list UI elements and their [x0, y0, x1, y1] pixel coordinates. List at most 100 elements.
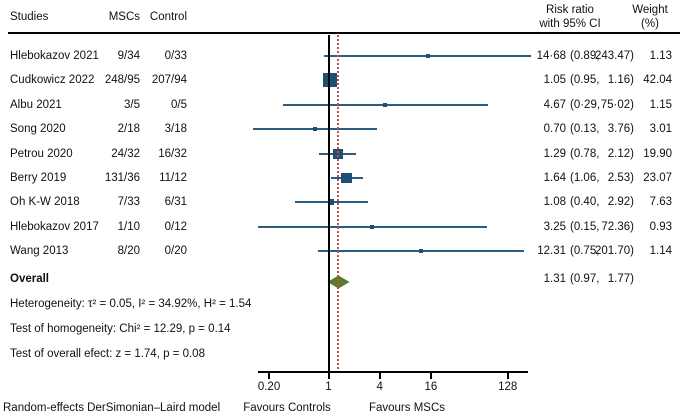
point-estimate-marker [328, 199, 335, 206]
control-events: 0/20 [164, 245, 187, 258]
x-axis-tick [327, 373, 330, 379]
column-header-risk-ratio-line1: Risk ratio [546, 4, 594, 16]
ci-lower-value: (0.95, [570, 74, 600, 87]
risk-ratio-value: 1.64 [543, 172, 566, 184]
msc-events: 7/33 [117, 196, 140, 209]
weight-value: 1.13 [649, 50, 672, 62]
overall-ci-upper-value: 1.77) [607, 273, 634, 285]
overall-ci-lower-value: (0.97, [570, 273, 600, 285]
point-estimate-marker [341, 172, 353, 184]
control-events: 0/33 [164, 50, 187, 62]
weight-value: 1.15 [649, 98, 672, 111]
point-estimate-marker [323, 73, 338, 88]
ci-lower-value: (0.89, [570, 50, 600, 62]
ci-lower-value: (0.15, [570, 220, 600, 233]
study-label: Hlebokazov 2017 [10, 220, 99, 233]
msc-events: 131/36 [104, 172, 140, 184]
risk-ratio-value: 14·68 [536, 50, 566, 62]
null-effect-line [327, 35, 330, 372]
x-axis-tick [268, 373, 271, 379]
risk-ratio-value: 3.25 [543, 220, 566, 233]
study-label: Song 2020 [10, 123, 66, 136]
x-axis-line [258, 371, 528, 373]
msc-events: 9/34 [117, 50, 140, 62]
homogeneity-test: Test of homogeneity: Chi² = 12.29, p = 0… [10, 323, 231, 335]
control-events: 0/5 [171, 98, 187, 111]
weight-value: 23.07 [643, 172, 672, 184]
risk-ratio-value: 4.67 [543, 98, 566, 111]
control-events: 11/12 [159, 172, 187, 184]
ci-upper-value: 72.36) [601, 220, 634, 233]
column-header-risk-ratio-line2: with 95% CI [539, 18, 601, 30]
msc-events: 2/18 [117, 123, 140, 136]
x-axis-tick [378, 373, 381, 379]
study-label: Hlebokazov 2021 [10, 50, 99, 62]
ci-lower-value: (1.06, [570, 172, 600, 184]
ci-upper-value: 243.47) [595, 50, 635, 62]
point-estimate-marker [313, 127, 318, 132]
column-header-weight-line2: (%) [641, 18, 659, 30]
ci-upper-value: 1.16) [607, 74, 634, 87]
msc-events: 8/20 [117, 245, 140, 258]
ci-upper-value: 2.92) [607, 196, 634, 209]
msc-events: 248/95 [104, 74, 140, 87]
overall-effect-test: Test of overall efect: z = 1.74, p = 0.0… [10, 348, 205, 360]
study-label: Berry 2019 [10, 172, 67, 184]
ci-upper-value: 201.70) [595, 245, 635, 258]
column-header-studies: Studies [10, 11, 49, 23]
ci-lower-value: (0.40, [570, 196, 600, 209]
weight-value: 0.93 [649, 220, 672, 233]
risk-ratio-value: 1.08 [543, 196, 566, 209]
x-axis-tick-label: 4 [376, 381, 383, 393]
favours-right-label: Favours MSCs [368, 402, 446, 414]
weight-value: 42.04 [643, 74, 672, 87]
study-label: Albu 2021 [10, 98, 62, 111]
point-estimate-marker [370, 224, 375, 229]
x-axis-tick-label: 0.20 [257, 381, 281, 393]
weight-value: 7.63 [649, 196, 672, 209]
x-axis-tick-label: 16 [424, 381, 438, 393]
ci-lower-value: (0·29, [570, 98, 601, 111]
study-label: Petrou 2020 [10, 147, 73, 160]
column-header-mscs: MSCs [108, 11, 140, 23]
ci-lower-value: (0.75, [570, 245, 600, 258]
ci-upper-value: 3.76) [607, 123, 634, 136]
ci-upper-value: 2.12) [607, 147, 634, 160]
study-label: Oh K-W 2018 [10, 196, 80, 209]
column-header-control: Control [149, 11, 187, 23]
point-estimate-marker [383, 102, 388, 107]
point-estimate-marker [425, 54, 430, 58]
header-rule [8, 32, 680, 34]
model-label: Random-effects DerSimonian–Laird model [3, 402, 221, 414]
control-events: 0/12 [164, 220, 187, 233]
overall-label: Overall [10, 273, 49, 285]
x-axis-tick-label: 1 [325, 381, 332, 393]
control-events: 207/94 [151, 74, 187, 87]
risk-ratio-value: 1.05 [543, 74, 566, 87]
ci-upper-value: 2.53) [607, 172, 634, 184]
x-axis-tick [429, 373, 432, 379]
risk-ratio-value: 1.29 [543, 147, 566, 160]
msc-events: 1/10 [117, 220, 140, 233]
x-axis-tick-label: 128 [498, 381, 518, 393]
control-events: 3/18 [164, 123, 187, 136]
column-header-weight-line1: Weight [632, 4, 668, 16]
overall-estimate-reference-line [337, 35, 340, 372]
control-events: 16/32 [158, 147, 187, 160]
risk-ratio-value: 0.70 [543, 123, 566, 136]
ci-lower-value: (0.78, [570, 147, 600, 160]
weight-value: 19.90 [643, 147, 672, 160]
msc-events: 3/5 [124, 98, 140, 111]
overall-risk-ratio-value: 1.31 [543, 273, 566, 285]
study-label: Cudkowicz 2022 [10, 74, 95, 87]
weight-value: 1.14 [649, 245, 672, 258]
x-axis-tick [506, 373, 509, 379]
favours-left-label: Favours Controls [243, 402, 331, 414]
point-estimate-marker [419, 249, 424, 254]
risk-ratio-value: 12.31 [537, 245, 566, 258]
ci-lower-value: (0.13, [570, 123, 600, 136]
control-events: 6/31 [164, 196, 187, 209]
heterogeneity-stats: Heterogeneity: τ² = 0.05, I² = 34.92%, H… [10, 298, 252, 310]
study-label: Wang 2013 [10, 245, 69, 258]
